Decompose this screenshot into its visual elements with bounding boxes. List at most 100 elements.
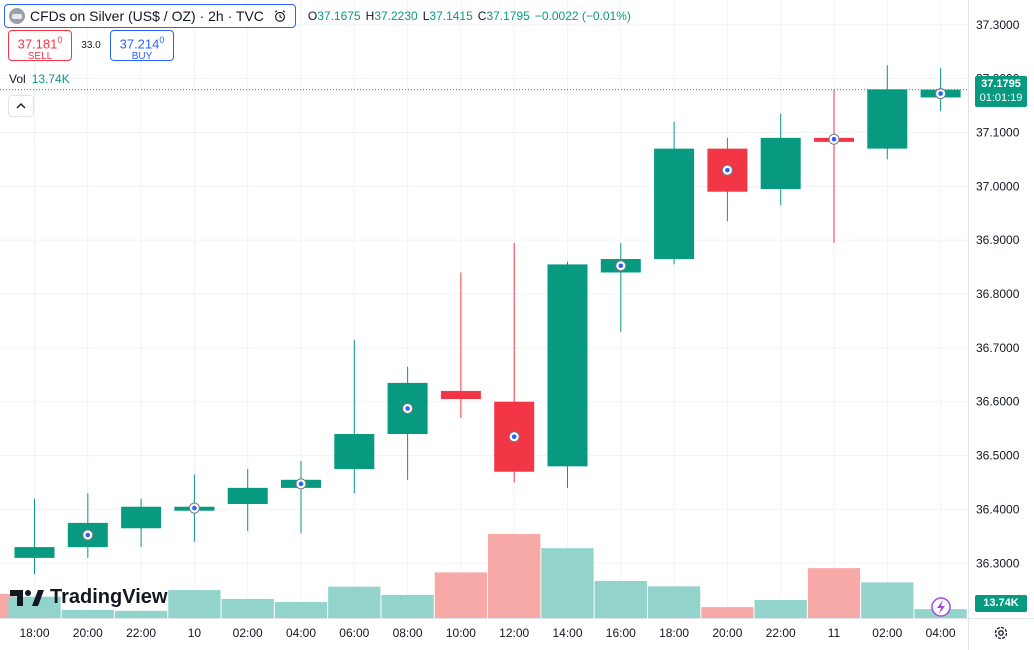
time-tick-label: 18:00 <box>659 626 689 640</box>
time-tick-label: 22:00 <box>126 626 156 640</box>
buy-button[interactable]: 37.2140 BUY <box>110 30 174 63</box>
chart-header: CFDs on Silver (US$ / OZ) · 2h · TVC O37… <box>4 4 631 28</box>
low-value: 37.1415 <box>429 9 473 23</box>
candle-body <box>227 487 268 505</box>
alarm-clock-icon[interactable] <box>273 9 287 23</box>
volume-bar <box>114 610 168 618</box>
time-tick-label: 10:00 <box>446 626 476 640</box>
price-tick-label: 36.7000 <box>976 341 1020 355</box>
candlesticks <box>14 65 961 617</box>
time-tick-label: 06:00 <box>339 626 369 640</box>
price-tick-label: 36.4000 <box>976 502 1020 516</box>
volume-bar <box>381 594 434 618</box>
candle-body <box>760 137 801 190</box>
volume-bar <box>328 586 381 618</box>
time-tick-label: 18:00 <box>19 626 49 640</box>
volume-bar <box>807 568 861 618</box>
silver-symbol-icon <box>9 8 25 24</box>
price-tick-label: 36.3000 <box>976 556 1020 570</box>
change-value: −0.0022 (−0.01%) <box>534 9 631 23</box>
candle-body <box>121 506 162 529</box>
volume-bar <box>701 607 754 618</box>
trade-panel: 37.1810 SELL 33.0 37.2140 BUY <box>8 30 174 63</box>
event-marker-dot <box>938 91 943 96</box>
volume-bar <box>594 580 647 618</box>
volume-bar <box>274 602 328 618</box>
volume-bars <box>0 533 967 618</box>
candle-body <box>440 390 481 400</box>
sell-price-fraction: 0 <box>57 35 63 45</box>
event-marker-dot <box>298 481 304 487</box>
lightning-icon <box>931 597 951 617</box>
volume-bar <box>541 548 594 618</box>
collapse-legend-button[interactable] <box>8 95 34 117</box>
price-tick-label: 37.0000 <box>976 179 1020 193</box>
time-tick-label: 16:00 <box>606 626 636 640</box>
time-tick-label: 20:00 <box>712 626 742 640</box>
chevron-up-icon <box>16 103 26 109</box>
volume-bar <box>647 586 701 618</box>
lightning-bolt <box>937 600 945 614</box>
brand-name: TradingView <box>50 586 168 608</box>
volume-legend[interactable]: Vol 13.74K <box>9 72 70 86</box>
time-tick-label: 04:00 <box>926 626 956 640</box>
time-tick-label: 14:00 <box>552 626 582 640</box>
buy-price-fraction: 0 <box>159 35 165 45</box>
event-marker-dot <box>85 532 91 538</box>
sell-price: 37.181 <box>17 36 58 52</box>
price-tick-label: 37.3000 <box>976 18 1020 32</box>
volume-tag: 13.74K <box>975 595 1027 612</box>
spread-value: 33.0 <box>81 40 101 51</box>
sell-label: SELL <box>27 51 53 63</box>
time-tick-label: 20:00 <box>73 626 103 640</box>
event-marker-dot <box>618 263 624 269</box>
price-tick-label: 37.1000 <box>976 125 1020 139</box>
time-axis[interactable]: 18:00 20:00 22:00 10 02:00 04:00 06:00 08:00 10:… <box>19 626 955 640</box>
price-tick-label: 36.5000 <box>976 449 1020 463</box>
candle-body <box>867 89 908 149</box>
volume-bar <box>488 533 541 618</box>
volume-bar <box>434 572 488 618</box>
open-value: 37.1675 <box>317 9 361 23</box>
event-marker-dot <box>831 136 837 142</box>
buy-label: BUY <box>131 51 153 63</box>
time-tick-label: 11 <box>828 626 841 640</box>
candle-body <box>547 264 588 467</box>
symbol-selector[interactable]: CFDs on Silver (US$ / OZ) · 2h · TVC <box>4 4 296 28</box>
candle-body <box>14 547 55 558</box>
candle-body <box>334 434 375 470</box>
close-value: 37.1795 <box>486 9 530 23</box>
event-marker-dot <box>511 434 517 440</box>
event-marker-dot <box>725 167 730 173</box>
volume-bar <box>61 610 114 618</box>
last-price-tag: 37.1795 01:01:19 <box>975 76 1027 107</box>
volume-label: Vol <box>9 72 26 86</box>
high-value: 37.2230 <box>374 9 418 23</box>
time-tick-label: 12:00 <box>499 626 529 640</box>
candle-body <box>654 148 695 260</box>
sell-button[interactable]: 37.1810 SELL <box>8 30 72 63</box>
time-tick-label: 08:00 <box>393 626 423 640</box>
time-tick-label: 02:00 <box>872 626 902 640</box>
event-marker-dot <box>192 505 197 511</box>
buy-price: 37.214 <box>119 36 160 52</box>
event-marker-dot <box>405 406 410 411</box>
price-tick-label: 36.6000 <box>976 395 1020 409</box>
volume-bar <box>754 600 807 618</box>
volume-bar <box>221 598 274 618</box>
symbol-title: CFDs on Silver (US$ / OZ) · 2h · TVC <box>30 8 264 24</box>
volume-bar <box>861 582 914 618</box>
last-price-value: 37.1795 <box>981 78 1021 90</box>
time-tick-label: 04:00 <box>286 626 316 640</box>
time-tick-label: 10 <box>188 626 202 640</box>
bar-countdown: 01:01:19 <box>979 92 1023 104</box>
volume-value: 13.74K <box>31 72 70 86</box>
ohlc-values: O37.1675 H37.2230 L37.1415 C37.1795 −0.0… <box>307 9 631 23</box>
volume-bar <box>168 590 221 618</box>
time-tick-label: 02:00 <box>233 626 263 640</box>
tradingview-logo[interactable]: TradingView <box>10 586 167 609</box>
time-tick-label: 22:00 <box>766 626 796 640</box>
gear-icon[interactable] <box>993 625 1009 641</box>
price-tick-label: 36.8000 <box>976 287 1020 301</box>
